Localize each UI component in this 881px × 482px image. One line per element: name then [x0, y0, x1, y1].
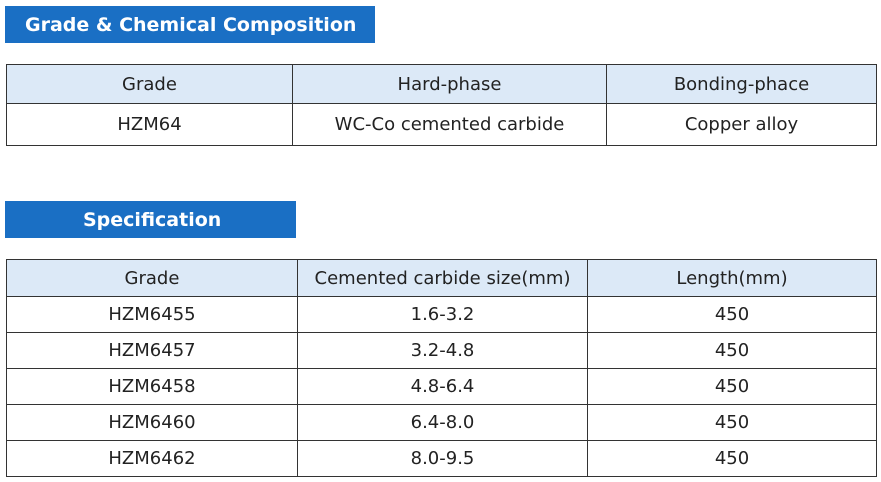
header-cell: Grade: [6, 64, 293, 104]
table-row: HZM64 WC-Co cemented carbide Copper alloy: [6, 103, 877, 146]
header-cell: Bonding-phace: [606, 64, 877, 104]
composition-table: Grade Hard-phase Bonding-phace HZM64 WC-Co c…: [6, 64, 877, 146]
table-cell: HZM6457: [6, 332, 298, 369]
specification-table: Grade Cemented carbide size(mm) Length(mm)…: [6, 259, 877, 477]
table-cell: 450: [587, 368, 877, 405]
header-cell: Hard-phase: [292, 64, 607, 104]
table-cell: 450: [587, 296, 877, 333]
table-body: Grade Hard-phase Bonding-phace HZM64 WC-Co c…: [6, 64, 877, 146]
header-cell: Cemented carbide size(mm): [297, 259, 588, 297]
table-cell: HZM6458: [6, 368, 298, 405]
table-cell: 450: [587, 404, 877, 441]
table-cell: HZM6455: [6, 296, 298, 333]
header-cell: Length(mm): [587, 259, 877, 297]
header-cell: Grade: [6, 259, 298, 297]
table-row: HZM6455 1.6-3.2 450: [6, 296, 877, 333]
table-cell: 1.6-3.2: [297, 296, 588, 333]
table-cell: 3.2-4.8: [297, 332, 588, 369]
table-cell: 450: [587, 440, 877, 477]
table-cell: 6.4-8.0: [297, 404, 588, 441]
table-cell: 8.0-9.5: [297, 440, 588, 477]
table-row: HZM6460 6.4-8.0 450: [6, 404, 877, 441]
table-row: HZM6458 4.8-6.4 450: [6, 368, 877, 405]
table-cell: 4.8-6.4: [297, 368, 588, 405]
section-banner: Specification: [5, 201, 296, 238]
table-row: HZM6462 8.0-9.5 450: [6, 440, 877, 477]
table-cell: WC-Co cemented carbide: [292, 103, 607, 146]
table-cell: 450: [587, 332, 877, 369]
table-cell: HZM64: [6, 103, 293, 146]
table-cell: HZM6460: [6, 404, 298, 441]
header-row: Grade Hard-phase Bonding-phace: [6, 64, 877, 104]
header-row: Grade Cemented carbide size(mm) Length(mm): [6, 259, 877, 297]
table-row: HZM6457 3.2-4.8 450: [6, 332, 877, 369]
section-banner: Grade & Chemical Composition: [5, 6, 375, 43]
table-cell: HZM6462: [6, 440, 298, 477]
table-cell: Copper alloy: [606, 103, 877, 146]
table-body: Grade Cemented carbide size(mm) Length(mm)…: [6, 259, 877, 477]
